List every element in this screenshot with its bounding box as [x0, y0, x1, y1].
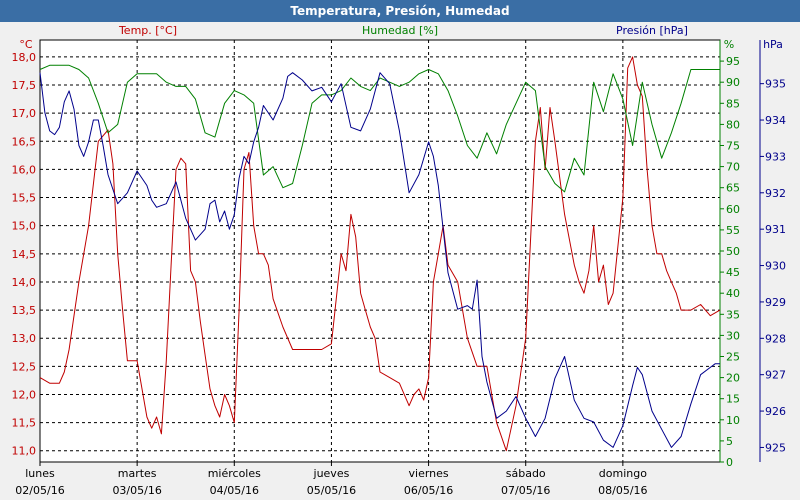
- hum-tick-label: 65: [726, 182, 740, 195]
- pres-tick-label: 929: [765, 296, 786, 309]
- pres-series-line: [39, 72, 720, 448]
- pres-tick-label: 935: [765, 78, 786, 91]
- pres-tick-label: 925: [765, 441, 786, 454]
- legend-humidity: Humedad [%]: [362, 24, 438, 37]
- hum-tick-label: 60: [726, 203, 740, 216]
- pres-tick-label: 934: [765, 114, 786, 127]
- day-name-label: jueves: [313, 467, 350, 480]
- day-labels: lunes 02/05/16 martes 03/05/16 miércoles 04/0…: [15, 462, 648, 497]
- hum-unit-label: %: [724, 38, 734, 51]
- legend-pressure: Presión [hPa]: [616, 24, 688, 37]
- pres-tick-label: 926: [765, 405, 786, 418]
- temp-tick-label: 14,0: [12, 276, 37, 289]
- gridlines: [40, 40, 720, 462]
- day-date-label: 07/05/16: [501, 484, 550, 497]
- series-lines: [39, 56, 721, 452]
- day-date-label: 08/05/16: [598, 484, 647, 497]
- day-date-label: 06/05/16: [404, 484, 453, 497]
- hum-tick-label: 25: [726, 351, 740, 364]
- temp-tick-label: 13,0: [12, 332, 37, 345]
- hum-tick-label: 5: [726, 435, 733, 448]
- temp-tick-label: 12,0: [12, 388, 37, 401]
- pres-tick-label: 930: [765, 260, 786, 273]
- temp-tick-label: 16,5: [12, 135, 37, 148]
- hum-series-line: [39, 64, 720, 193]
- hum-tick-label: 30: [726, 329, 740, 342]
- hum-tick-label: 70: [726, 161, 740, 174]
- hum-tick-label: 80: [726, 118, 740, 131]
- plot-area: [39, 39, 721, 463]
- temp-unit-label: °C: [19, 38, 33, 51]
- temp-tick-label: 13,5: [12, 304, 37, 317]
- temp-tick-label: 12,5: [12, 360, 37, 373]
- day-name-label: lunes: [25, 467, 55, 480]
- hum-tick-label: 85: [726, 97, 740, 110]
- hum-tick-label: 95: [726, 55, 740, 68]
- pres-tick-label: 927: [765, 369, 786, 382]
- hum-tick-label: 90: [726, 76, 740, 89]
- temp-series-line: [39, 56, 721, 452]
- temp-tick-label: 15,0: [12, 220, 37, 233]
- pres-tick-label: 931: [765, 223, 786, 236]
- day-name-label: miércoles: [208, 467, 261, 480]
- pres-unit-label: hPa: [763, 38, 783, 51]
- temp-tick-label: 15,5: [12, 192, 37, 205]
- pres-tick-label: 928: [765, 332, 786, 345]
- day-date-label: 02/05/16: [15, 484, 64, 497]
- hum-tick-label: 55: [726, 224, 740, 237]
- chart-title: Temperatura, Presión, Humedad: [0, 0, 800, 22]
- hum-tick-label: 0: [726, 456, 733, 469]
- temp-tick-label: 11,5: [12, 417, 37, 430]
- temp-tick-label: 17,5: [12, 79, 37, 92]
- hum-tick-label: 45: [726, 266, 740, 279]
- temp-axis: 18,0 17,5 17,0 16,5 16,0 15,5 15,0 14,5 14,0 13,5…: [12, 51, 37, 458]
- temp-tick-label: 16,0: [12, 163, 37, 176]
- temp-tick-label: 18,0: [12, 51, 37, 64]
- hum-tick-label: 75: [726, 140, 740, 153]
- pres-axis: 935 934 933 932 931 930 929 928 927 926 925: [759, 40, 786, 462]
- hum-tick-label: 50: [726, 245, 740, 258]
- temp-tick-label: 14,5: [12, 248, 37, 261]
- temp-tick-label: 17,0: [12, 107, 37, 120]
- legend-temp: Temp. [°C]: [118, 24, 177, 37]
- pres-tick-label: 932: [765, 187, 786, 200]
- day-date-label: 03/05/16: [112, 484, 161, 497]
- hum-tick-label: 40: [726, 287, 740, 300]
- hum-tick-label: 15: [726, 393, 740, 406]
- day-name-label: viernes: [409, 467, 449, 480]
- pres-tick-label: 933: [765, 150, 786, 163]
- day-name-label: sábado: [506, 467, 546, 480]
- temp-tick-label: 11,0: [12, 445, 37, 458]
- day-date-label: 04/05/16: [210, 484, 259, 497]
- hum-tick-label: 20: [726, 372, 740, 385]
- hum-tick-label: 10: [726, 414, 740, 427]
- day-name-label: domingo: [599, 467, 647, 480]
- day-name-label: martes: [118, 467, 157, 480]
- hum-tick-label: 35: [726, 308, 740, 321]
- day-date-label: 05/05/16: [307, 484, 356, 497]
